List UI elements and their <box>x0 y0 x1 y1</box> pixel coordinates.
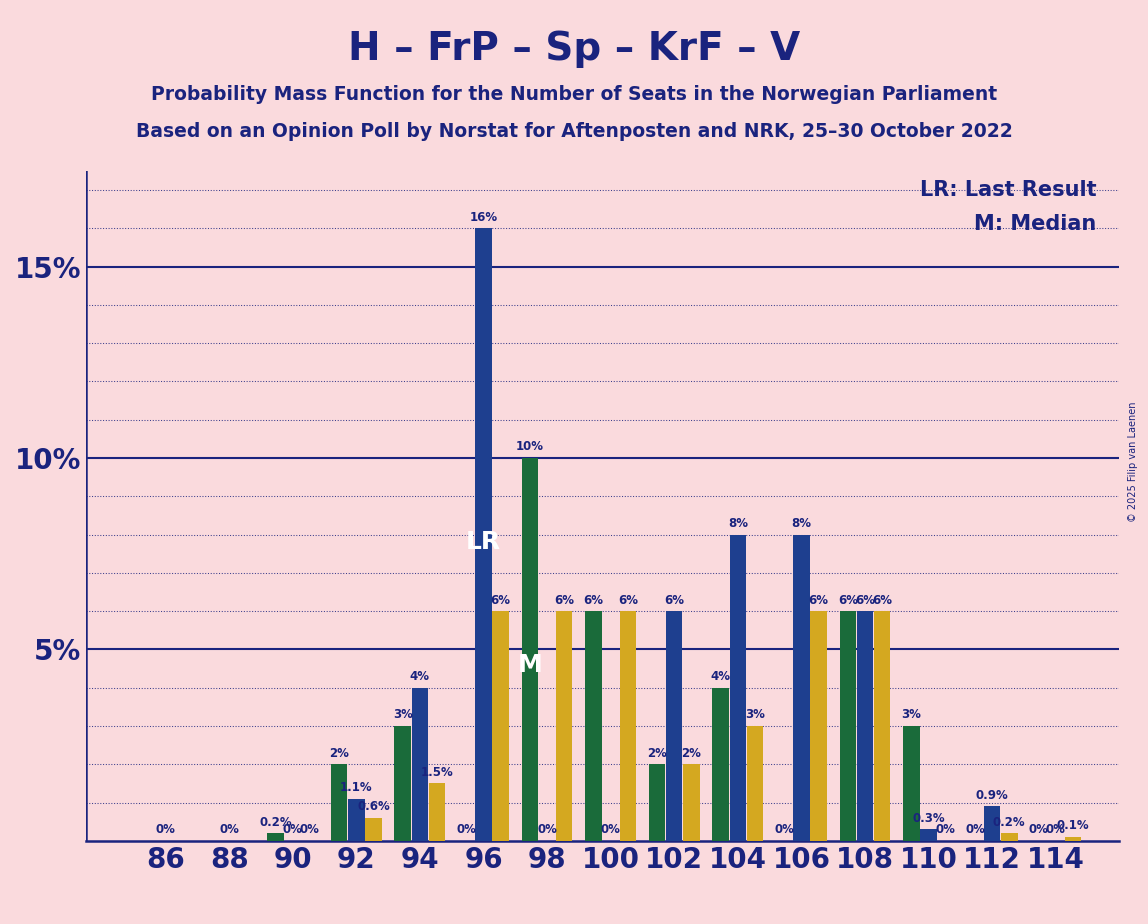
Bar <box>556 611 573 841</box>
Bar <box>984 807 1000 841</box>
Bar <box>620 611 636 841</box>
Text: 0%: 0% <box>965 823 985 836</box>
Bar <box>793 535 809 841</box>
Bar <box>429 784 445 841</box>
Bar <box>412 687 428 841</box>
Text: 0%: 0% <box>936 823 955 836</box>
Text: 6%: 6% <box>855 593 875 606</box>
Text: H – FrP – Sp – KrF – V: H – FrP – Sp – KrF – V <box>348 30 800 67</box>
Bar <box>839 611 856 841</box>
Text: 0.6%: 0.6% <box>357 800 390 813</box>
Bar <box>921 830 937 841</box>
Text: Probability Mass Function for the Number of Seats in the Norwegian Parliament: Probability Mass Function for the Number… <box>150 85 998 104</box>
Text: 0.2%: 0.2% <box>993 816 1025 829</box>
Text: 0.9%: 0.9% <box>976 789 1008 802</box>
Text: © 2025 Filip van Laenen: © 2025 Filip van Laenen <box>1128 402 1138 522</box>
Text: 1.5%: 1.5% <box>420 766 453 779</box>
Text: 0%: 0% <box>774 823 794 836</box>
Bar <box>365 818 382 841</box>
Text: 6%: 6% <box>583 593 604 606</box>
Text: 3%: 3% <box>393 709 412 722</box>
Text: 8%: 8% <box>728 517 747 530</box>
Bar <box>649 764 666 841</box>
Text: LR: LR <box>466 530 501 554</box>
Bar <box>348 798 365 841</box>
Text: 0.3%: 0.3% <box>913 812 945 825</box>
Text: 0%: 0% <box>156 823 176 836</box>
Text: 0%: 0% <box>219 823 239 836</box>
Text: 16%: 16% <box>470 211 497 224</box>
Bar <box>331 764 348 841</box>
Bar <box>729 535 746 841</box>
Text: 6%: 6% <box>665 593 684 606</box>
Text: 4%: 4% <box>410 670 429 683</box>
Text: 4%: 4% <box>711 670 730 683</box>
Bar <box>1064 837 1081 841</box>
Text: 6%: 6% <box>808 593 829 606</box>
Text: 0%: 0% <box>282 823 303 836</box>
Text: 0.1%: 0.1% <box>1056 820 1089 833</box>
Bar <box>1001 833 1017 841</box>
Bar <box>475 228 491 841</box>
Bar <box>683 764 699 841</box>
Text: 0%: 0% <box>457 823 476 836</box>
Text: 6%: 6% <box>872 593 892 606</box>
Bar <box>666 611 683 841</box>
Bar <box>903 726 920 841</box>
Text: 1.1%: 1.1% <box>340 781 373 794</box>
Text: 8%: 8% <box>791 517 812 530</box>
Bar <box>856 611 874 841</box>
Text: M: Median: M: Median <box>975 214 1096 235</box>
Bar <box>874 611 891 841</box>
Text: 6%: 6% <box>490 593 511 606</box>
Text: 0%: 0% <box>1029 823 1048 836</box>
Text: LR: Last Result: LR: Last Result <box>920 180 1096 201</box>
Text: 6%: 6% <box>618 593 638 606</box>
Bar <box>492 611 509 841</box>
Text: 0%: 0% <box>300 823 320 836</box>
Bar <box>521 458 538 841</box>
Text: 2%: 2% <box>329 747 349 760</box>
Text: 2%: 2% <box>647 747 667 760</box>
Text: 0%: 0% <box>600 823 621 836</box>
Text: 0%: 0% <box>1046 823 1065 836</box>
Text: Based on an Opinion Poll by Norstat for Aftenposten and NRK, 25–30 October 2022: Based on an Opinion Poll by Norstat for … <box>135 122 1013 141</box>
Text: 3%: 3% <box>901 709 922 722</box>
Text: 2%: 2% <box>682 747 701 760</box>
Text: 10%: 10% <box>515 441 544 454</box>
Bar <box>395 726 411 841</box>
Text: 6%: 6% <box>838 593 858 606</box>
Text: 6%: 6% <box>554 593 574 606</box>
Bar <box>810 611 827 841</box>
Text: 3%: 3% <box>745 709 765 722</box>
Text: M: M <box>518 652 542 676</box>
Text: 0%: 0% <box>537 823 557 836</box>
Bar <box>713 687 729 841</box>
Bar <box>267 833 284 841</box>
Text: 0.2%: 0.2% <box>259 816 292 829</box>
Bar <box>746 726 763 841</box>
Bar <box>585 611 602 841</box>
